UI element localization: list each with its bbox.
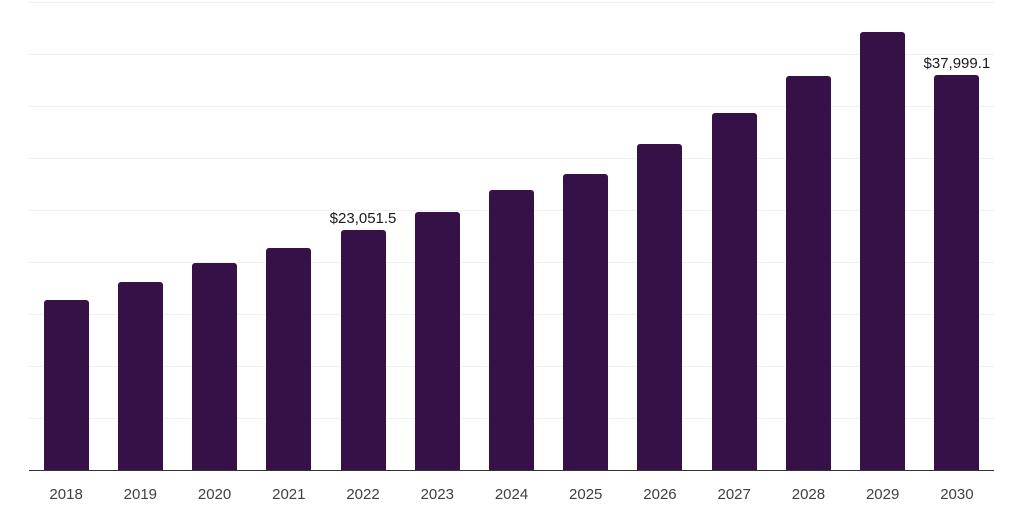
bar-2030 <box>934 74 980 470</box>
x-tick-2018: 2018 <box>49 486 83 503</box>
bar-2023 <box>414 212 460 470</box>
x-tick-2022: 2022 <box>346 486 380 503</box>
gridline <box>29 2 994 3</box>
bar-2018 <box>43 300 89 470</box>
x-axis-line <box>29 470 994 471</box>
bar-2027 <box>711 112 757 470</box>
x-tick-2024: 2024 <box>494 486 529 503</box>
x-tick-2019: 2019 <box>123 486 158 503</box>
bar-2028 <box>785 75 831 470</box>
bar-2020 <box>192 262 238 470</box>
bar-2022 <box>340 230 386 470</box>
bar-2029 <box>860 32 906 470</box>
x-tick-2026: 2026 <box>643 486 677 503</box>
x-tick-2028: 2028 <box>791 486 826 503</box>
x-tick-2023: 2023 <box>420 486 454 503</box>
x-tick-2025: 2025 <box>569 486 603 503</box>
bar-2021 <box>266 247 312 470</box>
bar-2024 <box>489 190 534 470</box>
data-label-2030: $37,999.1 <box>923 54 991 72</box>
data-label-2022: $23,051.5 <box>329 210 397 228</box>
x-tick-2021: 2021 <box>272 486 306 503</box>
bar-2019 <box>117 281 163 470</box>
gridline <box>29 54 994 55</box>
bar-2026 <box>637 144 683 470</box>
x-tick-2030: 2030 <box>940 486 974 503</box>
gridline <box>29 106 994 107</box>
x-tick-2029: 2029 <box>865 486 900 503</box>
bar-2025 <box>563 174 609 470</box>
gridline <box>29 158 994 159</box>
x-tick-2020: 2020 <box>197 486 232 503</box>
x-tick-2027: 2027 <box>717 486 751 503</box>
